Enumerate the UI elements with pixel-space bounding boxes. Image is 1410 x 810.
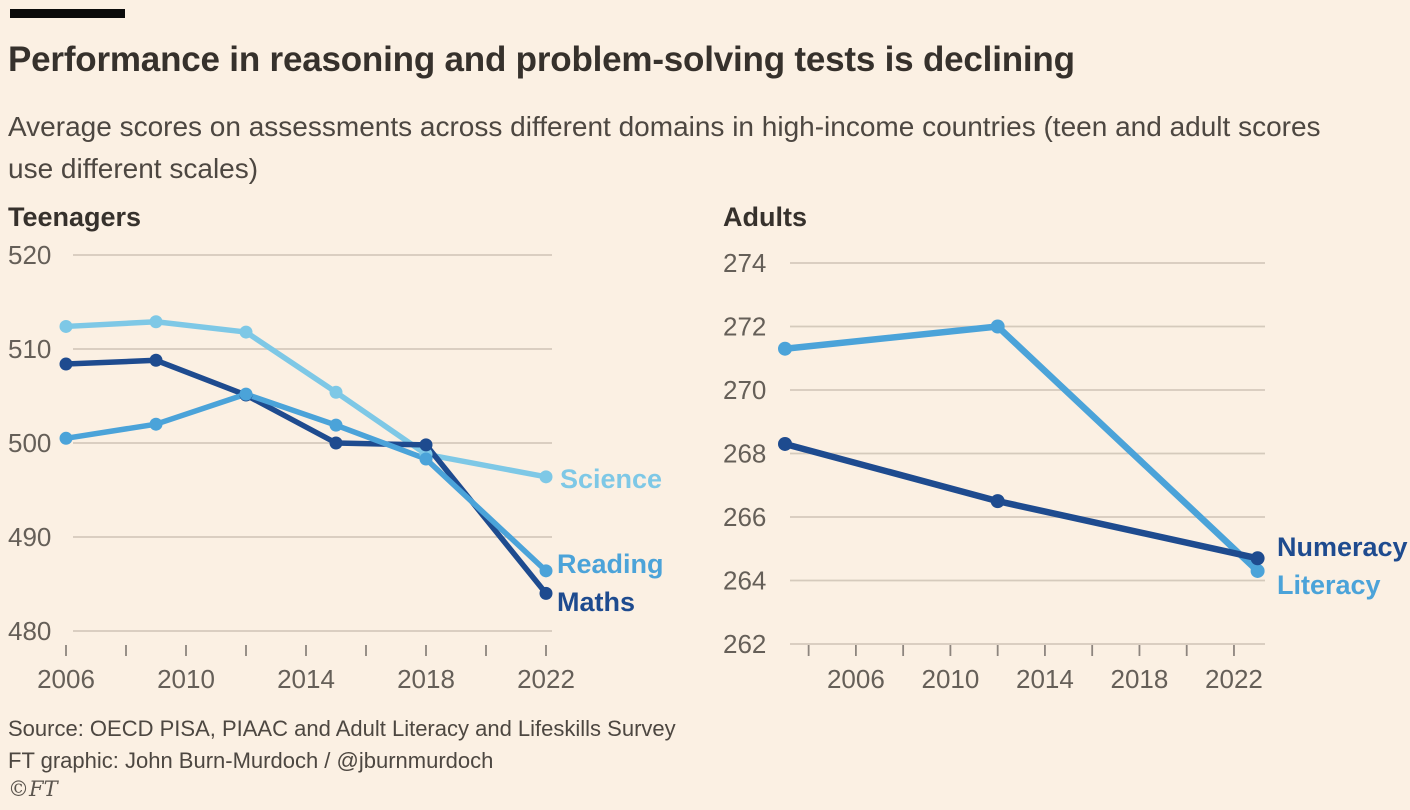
reading-point [539,564,553,578]
science-point [59,319,73,333]
maths-point [539,586,553,600]
ft-brand-bar [10,9,125,18]
maths-point [149,353,163,367]
panel-title-adults: Adults [723,202,807,232]
source-note: Source: OECD PISA, PIAAC and Adult Liter… [8,716,676,741]
y-tick-label: 266 [723,502,766,532]
science-point [539,470,553,484]
reading-point [149,417,163,431]
chart-title: Performance in reasoning and problem-sol… [8,40,1075,79]
panel-title-teenagers: Teenagers [8,202,142,232]
x-tick-label: 2014 [277,664,335,694]
science-line [63,318,549,480]
numeracy-point [778,436,792,451]
reading-point [59,431,73,445]
series-label-maths: Maths [557,587,636,617]
science-point [239,325,253,339]
science-point [329,385,343,399]
science-point [149,315,163,329]
y-tick-label: 264 [723,566,766,596]
reading-point [329,418,343,432]
y-tick-label: 500 [8,428,51,458]
reading-point [239,387,253,401]
y-tick-label: 268 [723,439,766,469]
x-tick-label: 2022 [517,664,575,694]
series-label-numeracy: Numeracy [1277,532,1408,562]
numeracy-point [1250,551,1265,566]
literacy-line [781,323,1261,575]
y-tick-label: 272 [723,312,766,342]
y-tick-label: 480 [8,616,51,646]
copyright-note: ©FT [8,777,58,801]
maths-point [419,438,433,452]
y-tick-label: 262 [723,629,766,659]
reading-point [419,452,433,466]
x-tick-label: 2018 [397,664,455,694]
x-tick-label: 2014 [1016,664,1074,694]
chart-subtitle: Average scores on assessments across dif… [8,111,1321,184]
y-tick-label: 490 [8,522,51,552]
x-tick-label: 2010 [157,664,215,694]
x-tick-label: 2022 [1205,664,1263,694]
series-label-reading: Reading [557,549,664,579]
y-tick-label: 520 [8,240,51,270]
series-label-literacy: Literacy [1277,570,1381,600]
maths-point [329,436,343,450]
maths-point [59,357,73,371]
adults-chart: 274 272 270 268 266 264 262 2006 2010 2014 2018 202… [723,248,1265,694]
literacy-point [1250,563,1265,578]
y-tick-label: 274 [723,248,766,278]
series-label-science: Science [560,464,663,494]
x-tick-label: 2006 [827,664,885,694]
x-tick-label: 2010 [921,664,979,694]
x-tick-label: 2018 [1111,664,1169,694]
reading-line [63,391,549,574]
credit-note: FT graphic: John Burn-Murdoch / @jburnmu… [8,748,494,773]
maths-line [63,357,549,597]
literacy-point [990,319,1005,334]
x-tick-label: 2006 [37,664,95,694]
y-tick-label: 270 [723,375,766,405]
numeracy-point [990,494,1005,509]
teenagers-chart: 520 510 500 490 480 2006 2010 2014 2018 2022 [8,240,575,694]
literacy-point [778,341,792,356]
y-tick-label: 510 [8,334,51,364]
